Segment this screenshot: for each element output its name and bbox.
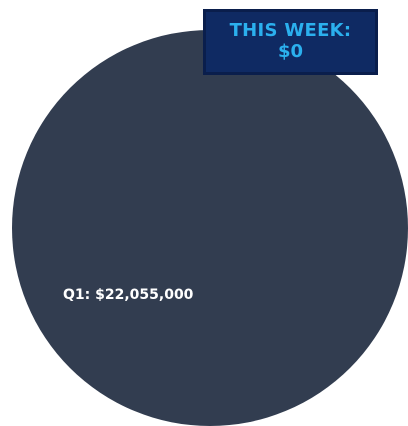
this-week-value: $0: [277, 41, 304, 62]
this-week-title: THIS WEEK:: [229, 20, 352, 42]
pie-slice-q1: [12, 30, 408, 426]
this-week-summary-box: THIS WEEK: $0: [203, 9, 378, 75]
pie-slice-label: Q1: $22,055,000: [63, 287, 194, 303]
